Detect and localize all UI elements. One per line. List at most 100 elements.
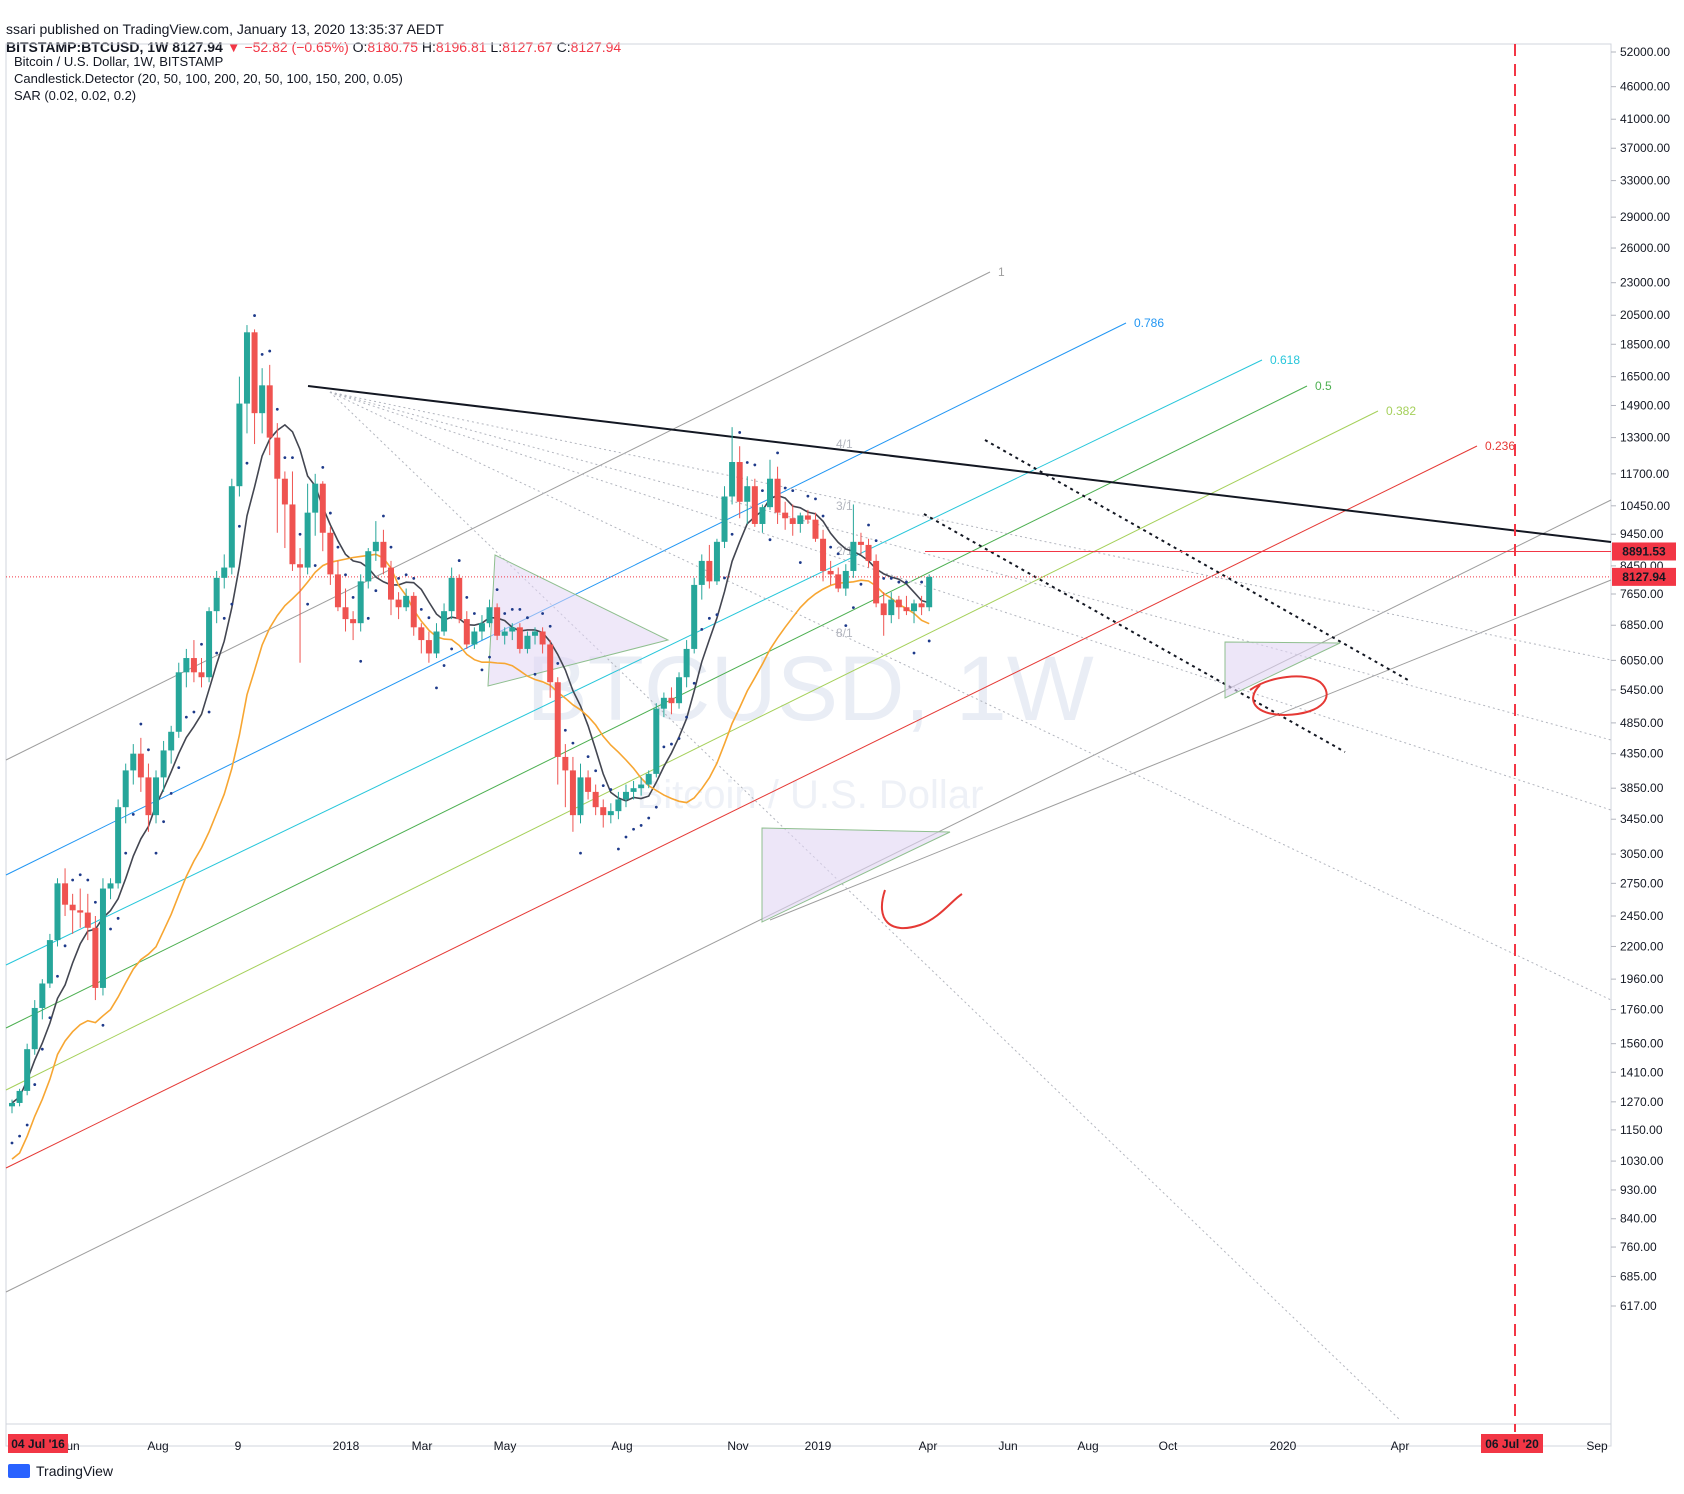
sar-dot xyxy=(927,639,931,643)
candle-body xyxy=(494,607,501,636)
sar-dot xyxy=(761,489,764,493)
candle xyxy=(24,1043,31,1096)
sar-dot xyxy=(776,451,779,455)
candle xyxy=(84,893,91,941)
candle-body xyxy=(39,983,46,1008)
price-tick-label: 11700.00 xyxy=(1620,467,1669,481)
sar-dot xyxy=(222,616,226,620)
sar-dot xyxy=(601,784,605,788)
tradingview-logo-icon xyxy=(8,1464,30,1478)
candle xyxy=(410,592,417,636)
price-tick-label: 5450.00 xyxy=(1620,683,1664,697)
candle-body xyxy=(54,883,61,941)
candle xyxy=(494,603,501,641)
close-label: C: xyxy=(556,39,571,55)
candle-body xyxy=(585,777,592,792)
candle-body xyxy=(668,697,675,704)
candle-body xyxy=(289,504,296,565)
price-tick-label: 1560.00 xyxy=(1620,1037,1664,1051)
fib-level-label: 0.382 xyxy=(1386,404,1416,418)
legend-indicator-2: SAR (0.02, 0.02, 0.2) xyxy=(14,88,136,103)
tradingview-logo[interactable]: TradingView xyxy=(8,1463,113,1479)
candle-body xyxy=(888,599,895,616)
candle xyxy=(706,544,713,589)
candle xyxy=(31,1000,38,1055)
candle xyxy=(782,501,789,530)
sar-dot xyxy=(844,624,848,628)
freehand-annotation xyxy=(1249,675,1328,717)
candle xyxy=(350,611,357,641)
candle-body xyxy=(92,927,99,988)
candle xyxy=(312,473,319,536)
start-date-badge xyxy=(8,1434,68,1453)
candle xyxy=(873,554,880,608)
sar-dot xyxy=(480,668,484,672)
sar-dot xyxy=(298,532,302,536)
candle xyxy=(327,526,334,585)
time-tick-label: Jun xyxy=(998,1439,1017,1453)
sar-dot xyxy=(238,524,241,528)
candle xyxy=(501,627,508,645)
sar-dot xyxy=(215,651,219,655)
sar-dot xyxy=(336,545,340,549)
sar-dot xyxy=(639,824,643,827)
sar-dot xyxy=(518,607,522,611)
close-value: 8127.94 xyxy=(570,39,622,55)
fib-level-label: 0.236 xyxy=(1485,439,1515,453)
legend-indicator-1: Candlestick.Detector (20, 50, 100, 200, … xyxy=(14,71,403,86)
price-tick-label: 930.00 xyxy=(1620,1183,1657,1197)
sar-dot xyxy=(328,511,332,515)
fib-channel-line xyxy=(5,359,1263,966)
candle xyxy=(46,933,53,988)
price-axis[interactable]: 52000.00 46000.00 41000.00 37000.00 33000.00… xyxy=(1611,45,1676,1313)
candle-body xyxy=(812,519,819,539)
sar-dot xyxy=(670,742,673,746)
sar-dot xyxy=(867,523,870,527)
sar-dot xyxy=(147,748,150,752)
sar-dot xyxy=(200,642,203,646)
fib-level-label: 0.5 xyxy=(1315,379,1332,393)
candle-body xyxy=(660,697,667,709)
candle-body xyxy=(372,541,379,552)
candle-body xyxy=(418,627,425,641)
candle-body xyxy=(873,560,880,604)
candle-body xyxy=(190,658,197,673)
candle-body xyxy=(342,607,349,620)
candle xyxy=(395,592,402,620)
candle-body xyxy=(183,658,190,673)
time-tick-label: Nov xyxy=(727,1439,748,1453)
candle-body xyxy=(501,631,508,636)
candle xyxy=(251,329,258,445)
candle-body xyxy=(99,888,106,988)
sar-dot xyxy=(374,589,378,593)
candle-body xyxy=(592,791,599,808)
candle-body xyxy=(607,811,614,816)
time-tick-label: Sep xyxy=(1586,1439,1608,1453)
sar-dot xyxy=(435,686,438,690)
candle-body xyxy=(751,486,758,524)
candle xyxy=(911,599,918,624)
time-axis[interactable]: Jun Aug 9 2018 Mar May Aug Nov 2019 Apr Jun Aug Oct 2… xyxy=(8,1434,1608,1453)
sar-dot xyxy=(101,1023,105,1027)
sar-dot xyxy=(882,576,886,580)
candle-body xyxy=(433,631,440,654)
candle xyxy=(721,486,728,549)
time-tick-label: Apr xyxy=(919,1439,938,1453)
sar-dot xyxy=(25,1123,29,1127)
candle-body xyxy=(107,883,114,889)
price-tick-label: 1030.00 xyxy=(1620,1154,1664,1168)
candle-body xyxy=(577,777,584,816)
candle-body xyxy=(69,904,76,911)
time-tick-label: Oct xyxy=(1159,1439,1178,1453)
candle xyxy=(471,627,478,649)
sar-dot xyxy=(510,607,514,611)
time-tick-label: 2019 xyxy=(805,1439,832,1453)
candle xyxy=(190,640,197,683)
price-tick-label: 1270.00 xyxy=(1620,1095,1664,1109)
sar-dot xyxy=(404,573,408,577)
sar-dot xyxy=(442,664,446,667)
candle xyxy=(16,1088,23,1107)
sar-dot xyxy=(526,616,529,620)
time-tick-label: Aug xyxy=(147,1439,168,1453)
